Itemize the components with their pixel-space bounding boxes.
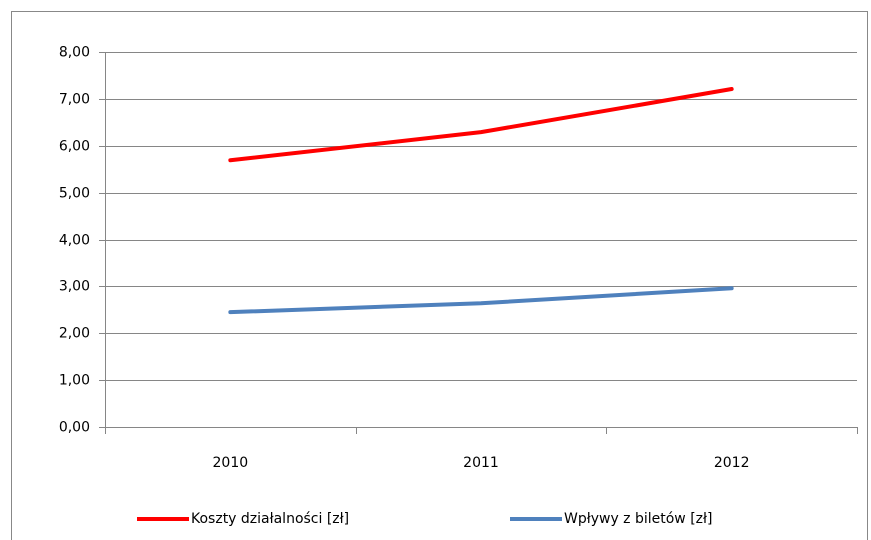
x-tick-label: 2011 xyxy=(463,455,499,471)
series-line xyxy=(228,286,734,315)
y-tick-label: 7,00 xyxy=(59,92,90,108)
y-tick-label: 4,00 xyxy=(59,233,90,249)
y-tick-label: 0,00 xyxy=(59,420,90,436)
y-tick-label: 5,00 xyxy=(59,186,90,202)
y-tick-label: 2,00 xyxy=(59,326,90,342)
series-line xyxy=(228,87,734,163)
y-tick-label: 6,00 xyxy=(59,139,90,155)
y-tick-label: 3,00 xyxy=(59,279,90,295)
x-tick-label: 2010 xyxy=(213,455,249,471)
legend-label: Koszty działalności [zł] xyxy=(191,511,349,527)
y-tick-label: 8,00 xyxy=(59,45,90,61)
y-tick-label: 1,00 xyxy=(59,373,90,389)
legend-label: Wpływy z biletów [zł] xyxy=(564,511,712,527)
x-tick-label: 2012 xyxy=(714,455,750,471)
